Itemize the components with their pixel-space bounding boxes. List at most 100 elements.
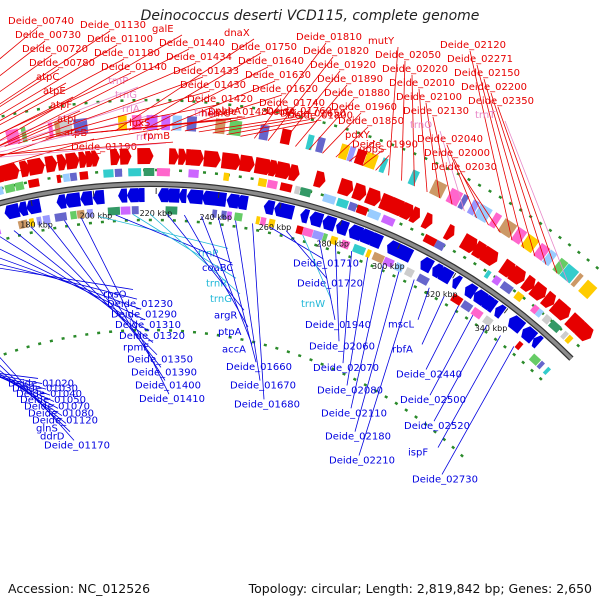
cog-reverse-block-26 [76,209,85,219]
forward-gene-36 [109,148,121,166]
cog-reverse-block-31 [165,206,178,215]
bottom-leader-line-46 [441,346,515,475]
top-gene-label-58: Deide_02000 [424,148,490,159]
cog-reverse-block-53 [460,300,474,313]
ruler-tick-mark-11 [452,272,457,279]
top-gene-label-47: pdxY [345,130,371,141]
top-gene-label-3: Deide_00780 [29,58,95,69]
cog-reverse-block-43 [329,235,339,246]
bottom-leader-line-26 [201,216,253,345]
ruler-tick-label-8: 260 kbp [259,223,292,232]
bottom-gene-label-38: Deide_02180 [325,432,391,443]
bottom-gene-label-24: argR [214,310,237,321]
forward-gene-37 [119,148,132,165]
top-gene-label-9: Deide_01190 [71,142,137,153]
forward-gene-65 [507,265,526,285]
bottom-leader-line-3 [0,376,51,396]
top-leader-line-24 [31,90,211,142]
bottom-leader-line-15 [13,230,154,343]
top-gene-label-29: phbA [215,106,241,117]
top-gene-label-30: dnaX [224,28,250,39]
top-leader-line-64 [497,106,558,274]
cog-outer-block-43 [378,157,389,174]
top-gene-label-45: Deide_01960 [331,102,397,113]
dotted-ring-3 [0,218,547,385]
bottom-gene-label-13: Deide_01310 [115,320,181,331]
top-leader-line-53 [418,88,428,193]
cog-reverse-block-38 [268,218,276,228]
top-leader-line-8 [0,138,95,167]
bottom-gene-label-29: Deide_01680 [234,399,300,410]
top-gene-label-60: Deide_02120 [440,40,506,51]
top-leader-line-62 [483,78,536,257]
cog-reverse-block-36 [255,216,261,225]
reverse-gene-37 [236,195,249,211]
top-leader-line-16 [0,114,153,153]
bottom-leader-line-18 [64,220,166,381]
forward-gene-32 [65,152,80,170]
cog-outer-block-53 [520,233,540,254]
top-leader-line-10 [0,30,111,105]
cog-forward-block-35 [293,185,301,195]
cog-reverse-block-44 [340,239,351,250]
reverse-gene-27 [118,188,128,203]
cog-outer-block-59 [578,279,598,300]
cog-forward-block-26 [114,168,123,178]
bottom-gene-label-43: Deide_02500 [400,395,466,406]
forward-gene-51 [313,170,326,188]
top-leader-line-14 [0,86,139,142]
top-gene-label-53: Deide_02010 [389,78,455,89]
top-gene-label-46: Deide_01850 [338,116,404,127]
bottom-gene-label-14: Deide_01320 [119,331,185,342]
cog-reverse-block-22 [36,216,43,226]
bottom-gene-label-4: Deide_01070 [24,402,90,413]
top-leader-line-51 [401,60,406,181]
bottom-gene-label-11: Deide_01230 [107,299,173,310]
top-gene-label-50: mutY [368,36,395,47]
top-gene-label-23: Deide_01433 [173,66,239,77]
forward-gene-31 [56,154,67,171]
top-gene-label-37: cutA [273,107,296,118]
reverse-gene-59 [508,315,527,334]
bottom-gene-label-31: Deide_01720 [297,279,363,290]
bottom-leader-line-45 [437,335,501,448]
bottom-gene-label-41: rbfA [392,344,413,355]
bottom-leader-line-19 [81,217,170,395]
top-leader-line-38 [226,119,311,135]
bottom-leader-line-40 [417,287,430,320]
forward-gene-68 [539,290,557,308]
cog-forward-block-32 [257,177,268,188]
cog-outer-block-49 [473,203,493,223]
bottom-gene-label-37: Deide_02110 [321,408,387,419]
top-leader-line-42 [281,70,341,144]
top-leader-line-52 [411,74,415,187]
bottom-leader-line-24 [166,214,245,311]
cog-outer-block-40 [346,146,357,163]
bottom-gene-label-42: Deide_02440 [396,370,462,381]
reverse-gene-44 [336,219,350,236]
bottom-gene-label-46: Deide_02730 [412,474,478,485]
top-leader-line-49 [375,155,390,171]
forward-gene-47 [253,157,272,176]
top-leader-line-63 [490,92,547,265]
forward-gene-43 [203,150,221,168]
cog-forward-block-30 [188,169,199,178]
ruler-tick-label-11: 320 kbp [425,290,458,299]
ruler-tick-label-6: 220 kbp [140,209,173,218]
top-leader-line-30 [114,38,255,132]
top-gene-label-52: Deide_02020 [382,64,448,75]
reverse-gene-34 [201,190,217,206]
cog-forward-block-43 [422,233,438,247]
reverse-gene-28 [126,188,139,203]
top-leader-line-44 [308,98,355,150]
top-gene-label-27: hemC [201,109,230,120]
top-leader-line-61 [476,64,524,249]
bottom-leader-line-23 [149,213,241,295]
bottom-leader-line-13 [0,248,146,321]
top-gene-label-16: rrlA [122,104,140,115]
reverse-gene-61 [531,335,544,349]
top-gene-label-17: luxS [129,118,150,129]
forward-gene-29 [26,157,45,176]
bottom-leader-line-42 [425,305,459,370]
